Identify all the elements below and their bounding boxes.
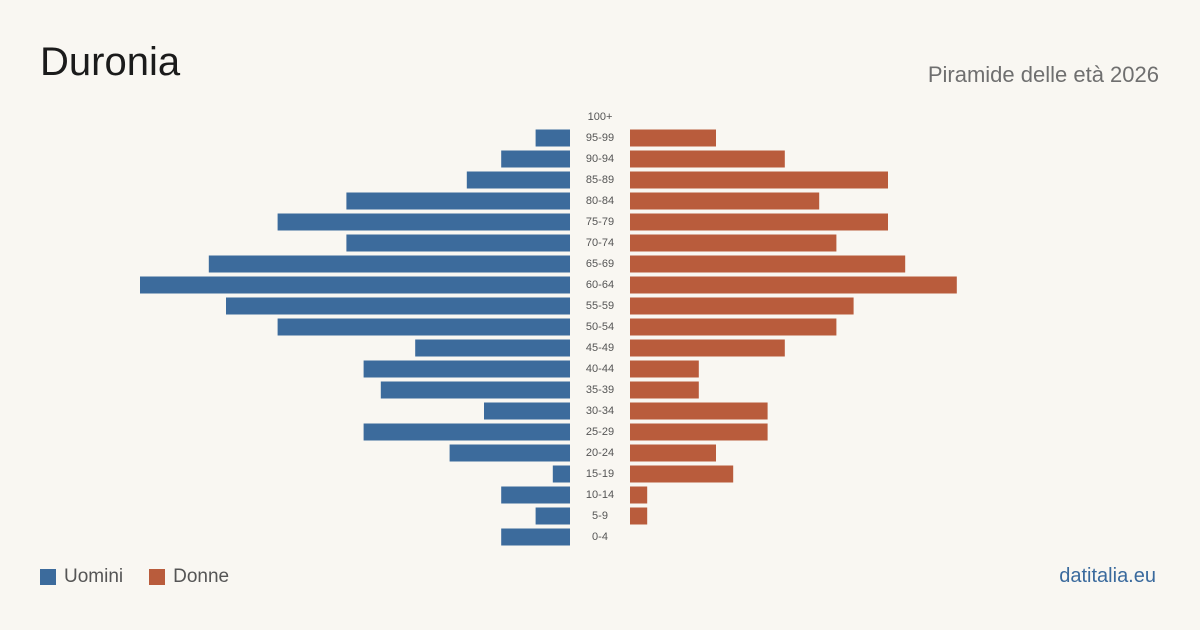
bar-men: [449, 444, 570, 462]
legend-label-women: Donne: [173, 566, 230, 587]
bar-women: [630, 318, 837, 336]
bar-women: [630, 255, 906, 273]
age-group-label: 35-39: [586, 384, 614, 396]
bar-men: [363, 360, 570, 378]
bar-men: [277, 213, 570, 231]
legend: Uomini Donne: [40, 566, 255, 588]
bar-women: [630, 234, 837, 252]
page-title: Duronia: [40, 40, 181, 84]
legend-item-men: Uomini: [40, 566, 123, 588]
bar-men: [466, 171, 570, 189]
age-group-label: 75-79: [586, 216, 614, 228]
bar-women: [630, 276, 957, 294]
source-link[interactable]: datitalia.eu: [1059, 565, 1156, 587]
bar-women: [630, 507, 648, 525]
age-group-label: 25-29: [586, 426, 614, 438]
age-group-label: 20-24: [586, 447, 614, 459]
bar-women: [630, 339, 785, 357]
bar-men: [535, 507, 570, 525]
legend-item-women: Donne: [149, 566, 229, 588]
age-group-label: 40-44: [586, 363, 614, 375]
bar-men: [346, 234, 570, 252]
bar-men: [277, 318, 570, 336]
bar-women: [630, 171, 888, 189]
bar-men: [484, 402, 570, 420]
bar-men: [226, 297, 570, 315]
bar-men: [501, 150, 570, 168]
age-group-label: 100+: [588, 111, 613, 123]
age-group-label: 10-14: [586, 489, 614, 501]
bar-women: [630, 444, 716, 462]
bar-women: [630, 360, 699, 378]
bar-men: [501, 486, 570, 504]
age-group-label: 65-69: [586, 258, 614, 270]
age-group-label: 90-94: [586, 153, 614, 165]
bar-women: [630, 297, 854, 315]
bar-women: [630, 423, 768, 441]
bar-men: [552, 465, 570, 483]
chart-subtitle: Piramide delle età 2026: [927, 62, 1159, 87]
bar-men: [535, 129, 570, 147]
age-group-label: 50-54: [586, 321, 614, 333]
bar-men: [140, 276, 570, 294]
bar-women: [630, 213, 888, 231]
age-group-label: 70-74: [586, 237, 614, 249]
bar-men: [346, 192, 570, 210]
age-group-label: 55-59: [586, 300, 614, 312]
bar-women: [630, 192, 820, 210]
legend-label-men: Uomini: [64, 566, 124, 587]
age-group-label: 80-84: [586, 195, 614, 207]
age-group-label: 60-64: [586, 279, 614, 291]
age-group-label: 15-19: [586, 468, 614, 480]
bar-women: [630, 486, 648, 504]
bar-women: [630, 150, 785, 168]
bar-men: [501, 528, 570, 546]
legend-swatch-men: [40, 569, 56, 585]
bar-men: [380, 381, 570, 399]
bar-men: [208, 255, 571, 273]
bar-men: [415, 339, 570, 357]
age-group-label: 30-34: [586, 405, 614, 417]
bar-women: [630, 402, 768, 420]
age-group-label: 95-99: [586, 132, 614, 144]
age-group-label: 0-4: [592, 531, 608, 543]
age-group-label: 5-9: [592, 510, 608, 522]
legend-swatch-women: [149, 569, 166, 585]
bar-women: [630, 381, 699, 399]
age-group-label: 85-89: [586, 174, 614, 186]
bar-women: [630, 465, 734, 483]
age-group-label: 45-49: [586, 342, 614, 354]
bar-men: [363, 423, 570, 441]
bar-women: [630, 129, 716, 147]
